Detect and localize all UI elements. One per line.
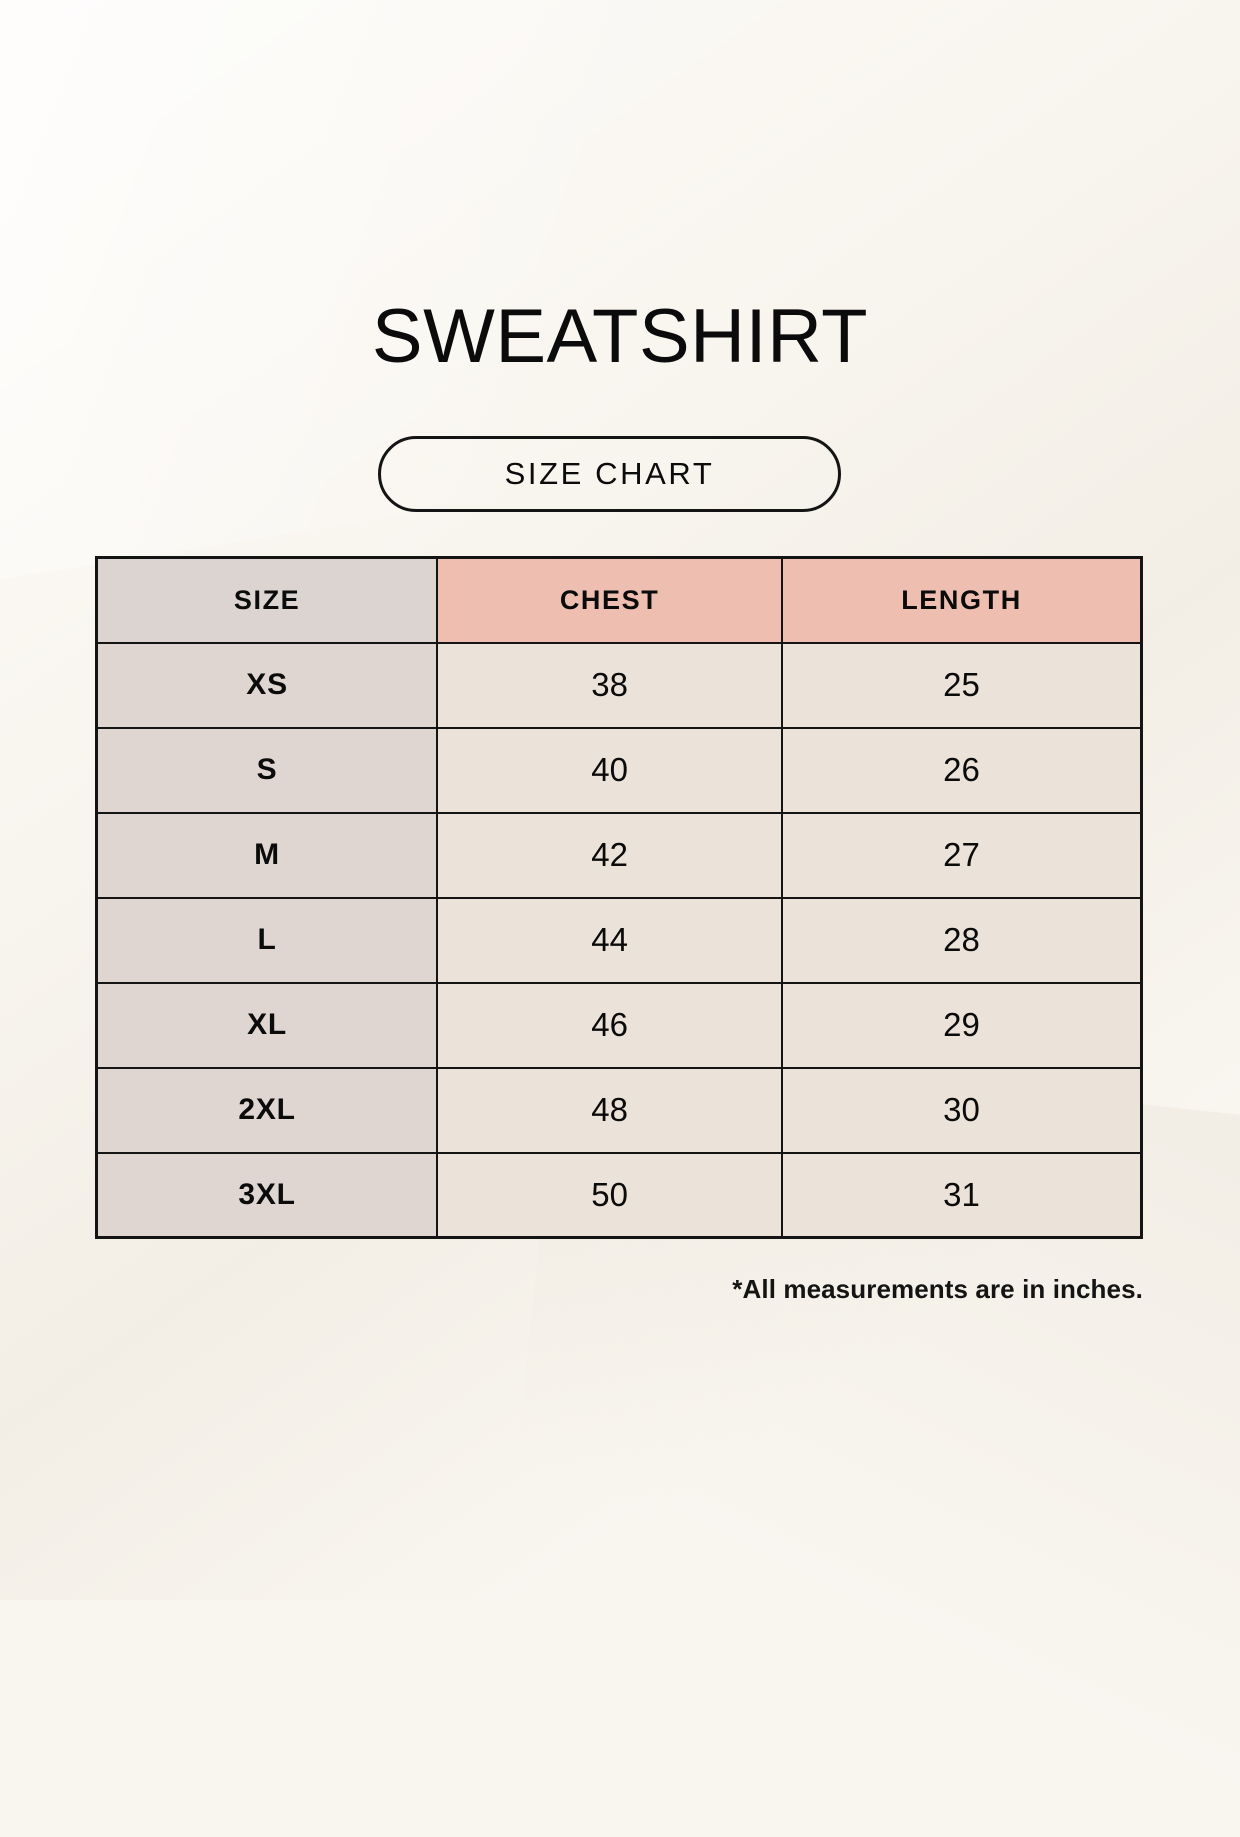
cell-chest: 44 <box>436 896 783 984</box>
cell-chest: 48 <box>436 1066 783 1154</box>
size-chart-badge: SIZE CHART <box>378 436 841 512</box>
cell-chest: 38 <box>436 641 783 729</box>
cell-length: 30 <box>781 1066 1143 1154</box>
size-table-container: SIZE CHEST LENGTH XS 38 25 S 40 26 M <box>95 556 1143 1239</box>
cell-size: 3XL <box>95 1151 439 1239</box>
size-chart-page: SWEATSHIRT SIZE CHART SIZE CHEST LENGTH … <box>95 294 1143 1304</box>
cell-length: 29 <box>781 981 1143 1069</box>
column-header-chest: CHEST <box>436 556 783 644</box>
table-row: 3XL 50 31 <box>95 1151 1143 1239</box>
cell-size: XS <box>95 641 439 729</box>
cell-chest: 50 <box>436 1151 783 1239</box>
cell-length: 26 <box>781 726 1143 814</box>
column-header-size: SIZE <box>95 556 439 644</box>
cell-size: L <box>95 896 439 984</box>
table-row: 2XL 48 30 <box>95 1066 1143 1154</box>
table-row: XL 46 29 <box>95 981 1143 1069</box>
cell-size: 2XL <box>95 1066 439 1154</box>
measurement-units-note: *All measurements are in inches. <box>732 1274 1143 1304</box>
size-table: SIZE CHEST LENGTH XS 38 25 S 40 26 M <box>95 556 1143 1239</box>
cell-chest: 40 <box>436 726 783 814</box>
size-table-head: SIZE CHEST LENGTH <box>95 556 1143 644</box>
table-row: XS 38 25 <box>95 641 1143 729</box>
column-header-length: LENGTH <box>781 556 1143 644</box>
table-row: M 42 27 <box>95 811 1143 899</box>
cell-size: XL <box>95 981 439 1069</box>
table-row: L 44 28 <box>95 896 1143 984</box>
cell-chest: 46 <box>436 981 783 1069</box>
table-row: S 40 26 <box>95 726 1143 814</box>
size-chart-badge-label: SIZE CHART <box>504 456 715 491</box>
cell-size: M <box>95 811 439 899</box>
cell-length: 27 <box>781 811 1143 899</box>
page-title: SWEATSHIRT <box>371 294 869 379</box>
cell-size: S <box>95 726 439 814</box>
size-table-body: XS 38 25 S 40 26 M 42 27 L 44 28 <box>95 641 1143 1239</box>
cell-length: 25 <box>781 641 1143 729</box>
cell-length: 28 <box>781 896 1143 984</box>
cell-length: 31 <box>781 1151 1143 1239</box>
cell-chest: 42 <box>436 811 783 899</box>
table-header-row: SIZE CHEST LENGTH <box>95 556 1143 644</box>
